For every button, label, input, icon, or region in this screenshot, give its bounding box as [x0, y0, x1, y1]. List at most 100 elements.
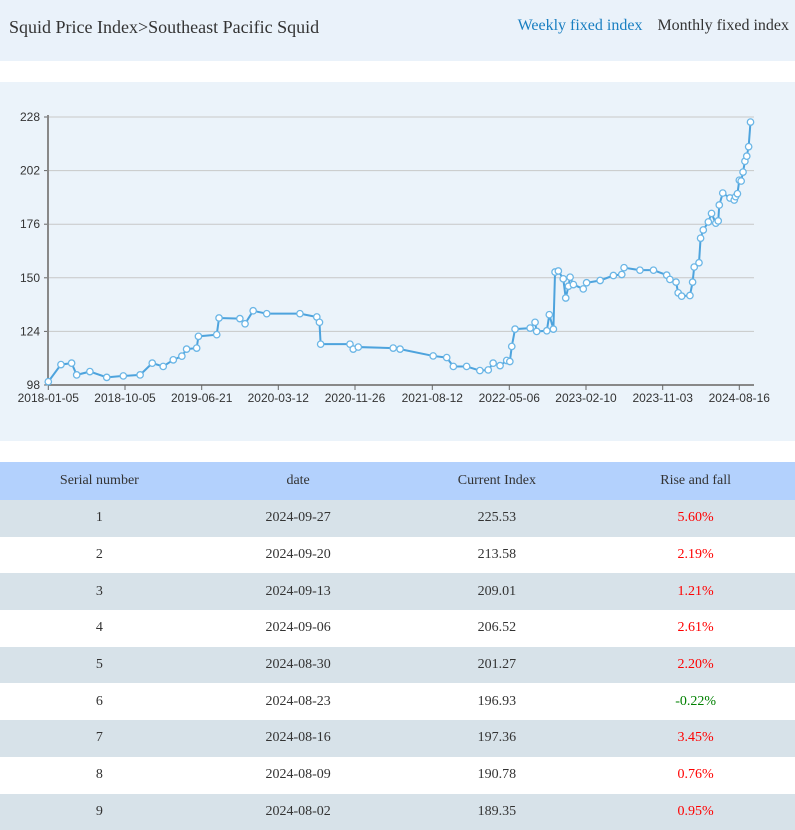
- data-point: [673, 279, 679, 285]
- data-point: [560, 276, 566, 282]
- data-point: [87, 368, 93, 374]
- data-point: [619, 271, 625, 277]
- cell-serial: 7: [0, 720, 199, 757]
- cell-change: 0.95%: [596, 794, 795, 830]
- data-point: [716, 202, 722, 208]
- data-point: [317, 341, 323, 347]
- data-point: [720, 190, 726, 196]
- data-point: [193, 345, 199, 351]
- data-point: [570, 281, 576, 287]
- index-table: Serial number date Current Index Rise an…: [0, 462, 795, 830]
- data-point: [650, 267, 656, 273]
- cell-index: 189.35: [398, 794, 597, 830]
- data-point: [237, 315, 243, 321]
- x-tick-label: 2024-08-16: [709, 391, 771, 405]
- data-point: [507, 358, 513, 364]
- data-point: [477, 367, 483, 373]
- data-point: [580, 286, 586, 292]
- x-tick-label: 2020-11-26: [325, 391, 386, 405]
- data-point: [297, 310, 303, 316]
- data-point: [68, 360, 74, 366]
- cell-index: 190.78: [398, 757, 597, 794]
- breadcrumb: Squid Price Index>Southeast Pacific Squi…: [9, 17, 319, 38]
- cell-serial: 4: [0, 610, 199, 647]
- data-point: [45, 379, 51, 385]
- cell-index: 206.52: [398, 610, 597, 647]
- cell-index: 196.93: [398, 683, 597, 720]
- cell-change: -0.22%: [596, 683, 795, 720]
- index-tabs: Weekly fixed index Monthly fixed index: [507, 17, 789, 35]
- cell-date: 2024-08-30: [199, 647, 398, 684]
- y-tick-label: 124: [20, 324, 40, 338]
- data-point: [567, 274, 573, 280]
- cell-change: 2.19%: [596, 537, 795, 574]
- data-point: [700, 227, 706, 233]
- data-point: [179, 353, 185, 359]
- data-point: [532, 319, 538, 325]
- data-point: [444, 354, 450, 360]
- cell-date: 2024-09-06: [199, 610, 398, 647]
- col-date: date: [199, 462, 398, 500]
- data-point: [183, 346, 189, 352]
- tab-weekly-fixed-index[interactable]: Weekly fixed index: [518, 17, 643, 34]
- data-point: [745, 144, 751, 150]
- data-point: [390, 345, 396, 351]
- data-point: [597, 277, 603, 283]
- data-point: [697, 235, 703, 241]
- cell-serial: 9: [0, 794, 199, 830]
- data-point: [583, 280, 589, 286]
- data-point: [708, 210, 714, 216]
- cell-serial: 3: [0, 573, 199, 610]
- data-point: [450, 363, 456, 369]
- tab-monthly-fixed-index[interactable]: Monthly fixed index: [657, 17, 789, 34]
- data-point: [73, 372, 79, 378]
- cell-date: 2024-09-20: [199, 537, 398, 574]
- data-point: [120, 373, 126, 379]
- cell-index: 201.27: [398, 647, 597, 684]
- data-point: [687, 292, 693, 298]
- cell-index: 209.01: [398, 573, 597, 610]
- data-point: [546, 312, 552, 318]
- data-point: [195, 333, 201, 339]
- data-point: [621, 264, 627, 270]
- cell-change: 5.60%: [596, 500, 795, 537]
- cell-date: 2024-08-23: [199, 683, 398, 720]
- y-tick-label: 228: [20, 110, 40, 124]
- series-line: [48, 122, 750, 382]
- cell-serial: 5: [0, 647, 199, 684]
- data-point: [555, 268, 561, 274]
- page-header: Squid Price Index>Southeast Pacific Squi…: [0, 0, 795, 61]
- data-point: [689, 279, 695, 285]
- data-point: [734, 191, 740, 197]
- y-tick-label: 202: [20, 164, 40, 178]
- data-point: [550, 326, 556, 332]
- data-point: [490, 360, 496, 366]
- data-point: [58, 361, 64, 367]
- x-tick-label: 2021-08-12: [402, 391, 464, 405]
- data-point: [497, 362, 503, 368]
- data-point: [747, 119, 753, 125]
- data-point: [696, 260, 702, 266]
- data-point: [485, 367, 491, 373]
- table-header-row: Serial number date Current Index Rise an…: [0, 462, 795, 500]
- cell-change: 0.76%: [596, 757, 795, 794]
- cell-date: 2024-09-27: [199, 500, 398, 537]
- cell-change: 2.20%: [596, 647, 795, 684]
- data-point: [264, 310, 270, 316]
- cell-date: 2024-09-13: [199, 573, 398, 610]
- data-point: [397, 346, 403, 352]
- y-tick-label: 98: [27, 378, 41, 392]
- cell-index: 197.36: [398, 720, 597, 757]
- data-point: [316, 319, 322, 325]
- data-point: [214, 331, 220, 337]
- data-point: [740, 169, 746, 175]
- col-current-index: Current Index: [398, 462, 597, 500]
- cell-date: 2024-08-16: [199, 720, 398, 757]
- x-tick-label: 2023-11-03: [632, 391, 693, 405]
- cell-change: 1.21%: [596, 573, 795, 610]
